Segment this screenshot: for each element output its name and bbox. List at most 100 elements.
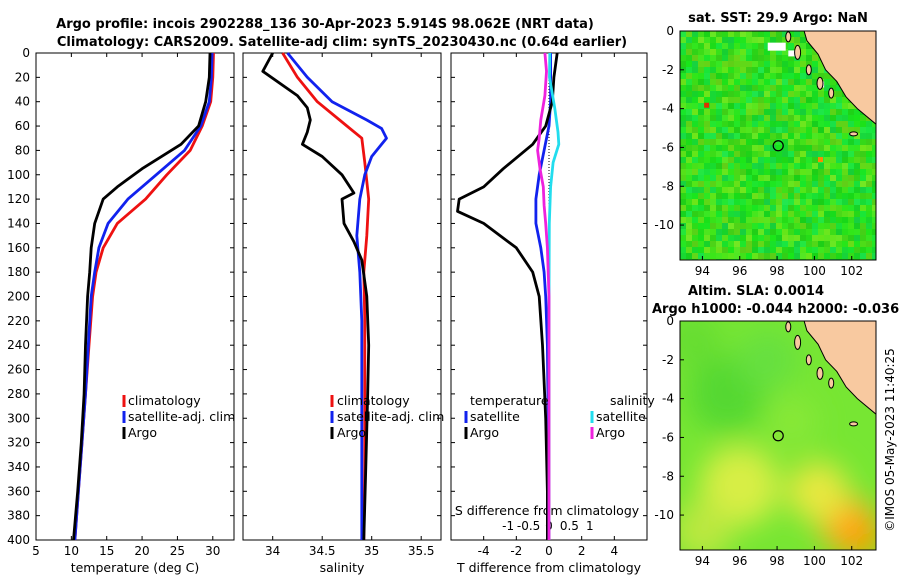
sst-cell <box>764 175 770 181</box>
sst-cell <box>824 109 830 115</box>
sst-cell <box>818 103 824 109</box>
x-tick-label: 20 <box>134 544 149 558</box>
sst-cell <box>752 217 758 223</box>
sst-cell <box>782 247 788 253</box>
sst-cell <box>764 151 770 157</box>
sst-cell <box>866 217 872 223</box>
sst-cell <box>788 187 794 193</box>
sst-cell <box>686 241 692 247</box>
sst-cell <box>824 157 830 163</box>
sla-anomaly <box>766 395 818 448</box>
sst-cell <box>746 49 752 55</box>
sst-cell <box>806 199 812 205</box>
sst-cell <box>746 85 752 91</box>
sst-cell <box>710 193 716 199</box>
sst-cell <box>704 49 710 55</box>
sst-cell <box>776 235 782 241</box>
y-tick-label: -4 <box>662 392 674 406</box>
sst-cell <box>686 79 692 85</box>
sst-cell <box>758 163 764 169</box>
sst-cell <box>794 67 800 73</box>
sst-cell <box>686 49 692 55</box>
sst-map <box>680 31 876 260</box>
sst-cell <box>752 253 758 259</box>
sst-cell <box>776 115 782 121</box>
sst-cell <box>782 205 788 211</box>
sst-cell <box>818 163 824 169</box>
sst-cell <box>752 247 758 253</box>
sst-cell <box>692 145 698 151</box>
sst-cell <box>854 121 860 127</box>
sst-cell <box>866 229 872 235</box>
sst-cell <box>836 109 842 115</box>
sst-cell <box>680 163 686 169</box>
sst-cell <box>692 49 698 55</box>
y-tick-label: -4 <box>662 102 674 116</box>
sst-cell <box>848 115 854 121</box>
sst-cell <box>854 181 860 187</box>
sst-cell <box>692 133 698 139</box>
sst-cell <box>722 97 728 103</box>
sst-cell <box>710 67 716 73</box>
sst-cell <box>782 55 788 61</box>
sst-cell <box>680 115 686 121</box>
sst-cell <box>698 163 704 169</box>
sst-cell <box>794 61 800 67</box>
sst-cell <box>722 229 728 235</box>
sst-cell <box>824 97 830 103</box>
sst-cell <box>758 55 764 61</box>
sst-cell <box>740 217 746 223</box>
sst-cell <box>704 43 710 49</box>
y-tick-label: 260 <box>7 363 30 377</box>
sst-cell <box>812 55 818 61</box>
sst-cell <box>692 223 698 229</box>
sst-cell <box>842 127 848 133</box>
sst-cell <box>734 109 740 115</box>
sst-cell <box>866 247 872 253</box>
sst-cell <box>716 31 722 37</box>
sst-cell <box>788 115 794 121</box>
sst-cell <box>680 79 686 85</box>
sla-anomaly <box>841 518 876 550</box>
sst-cell <box>740 181 746 187</box>
sst-cell <box>836 235 842 241</box>
sst-cell <box>812 109 818 115</box>
sst-cell <box>680 31 686 37</box>
sst-cell <box>752 55 758 61</box>
sst-cell <box>776 79 782 85</box>
sst-cell <box>680 121 686 127</box>
sst-cell <box>752 223 758 229</box>
sst-cell <box>710 217 716 223</box>
sst-cell <box>758 151 764 157</box>
sst-cell <box>800 229 806 235</box>
sst-cell <box>800 31 806 37</box>
sst-cell <box>854 115 860 121</box>
sst-cell <box>812 205 818 211</box>
sst-cell <box>758 31 764 37</box>
sst-cell <box>722 145 728 151</box>
sst-cell <box>710 163 716 169</box>
sst-cell <box>722 199 728 205</box>
sst-cell <box>842 175 848 181</box>
sst-cell <box>728 37 734 43</box>
sst-cell <box>782 211 788 217</box>
sst-cell <box>722 217 728 223</box>
sst-cell <box>782 127 788 133</box>
sst-cell <box>746 121 752 127</box>
sst-cell <box>710 229 716 235</box>
sst-cell <box>716 217 722 223</box>
sst-cell <box>848 187 854 193</box>
sst-cell <box>692 61 698 67</box>
sst-cell <box>854 241 860 247</box>
sst-cell <box>770 31 776 37</box>
legend-label-satellite: satellite-adj. clim <box>337 409 444 424</box>
sst-cell <box>728 169 734 175</box>
title-line1: Argo profile: incois 2902288_136 30-Apr-… <box>56 17 594 32</box>
sst-cell <box>842 133 848 139</box>
sst-cell <box>752 229 758 235</box>
sst-cell <box>734 205 740 211</box>
sst-cell <box>728 193 734 199</box>
sst-cell <box>710 139 716 145</box>
sst-cell <box>818 241 824 247</box>
sst-cell <box>740 37 746 43</box>
